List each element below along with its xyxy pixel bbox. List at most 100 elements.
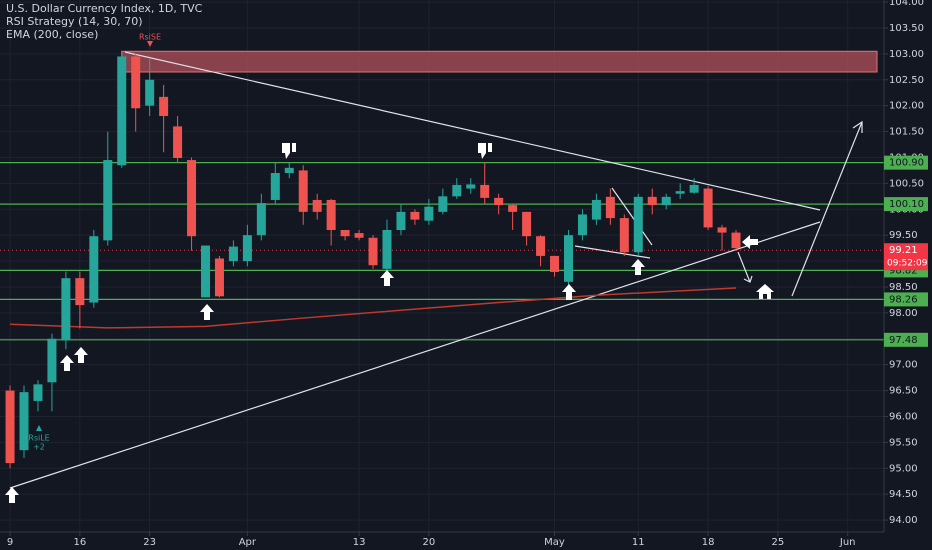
y-tick-label: 100.50 [889,178,924,189]
indicator-label: RSI Strategy (14, 30, 70) [6,15,143,28]
drawings [9,51,863,489]
candle-body [522,211,532,237]
candle-body [228,246,238,262]
candle-body [508,205,518,212]
y-tick-label: 97.00 [889,360,918,371]
trend-line [574,245,651,259]
arrow-head [743,275,753,283]
candle-body [717,227,727,233]
candle-body [117,56,127,166]
trend-line [124,51,821,211]
candle-body [256,203,266,236]
candle-body [19,392,29,451]
icons: RsiSE RsiLE +2 [5,33,774,503]
arrow-head [852,120,863,133]
indicator-label: EMA (200, close) [6,28,98,41]
y-tick-label: 94.00 [889,515,918,526]
candle-body [131,56,141,109]
level-badge-label: 100.90 [889,158,924,169]
projection-arrow [791,121,863,297]
candle-body [661,196,671,206]
level-badge [884,197,928,212]
level-badge [884,155,928,170]
candle-body [340,229,350,237]
last-price-label: 99.21 [889,245,918,256]
candle-body [675,191,685,194]
x-tick-label: 25 [772,537,785,548]
candle-body [89,236,99,303]
y-tick-label: 98.00 [889,308,918,319]
y-tick-label: 96.00 [889,411,918,422]
y-tick-label: 102.00 [889,101,924,112]
candle-body [703,188,713,228]
candle-body [396,211,406,230]
candle-body [536,236,546,256]
x-tick-label: 18 [702,537,715,548]
zone-layer [121,50,878,73]
candle-body [145,79,155,106]
candle-body [438,196,448,212]
y-tick-label: 102.50 [889,75,924,86]
candle-body [591,199,601,220]
candle-body [103,160,113,241]
candles-layer [5,53,741,469]
candle-body [159,96,169,117]
y-tick-label: 99.50 [889,230,918,241]
ema-line [10,287,737,329]
x-tick-label: May [544,537,565,548]
level-badge-label: 98.26 [889,294,918,305]
signal-label: +2 [33,443,45,452]
candle-body [61,278,71,341]
x-tick-label: 20 [423,537,436,548]
countdown-label: 09:52:09 [887,259,928,269]
candle-body [354,233,364,238]
candle-body [633,196,643,253]
x-tick-label: Jun [839,537,856,548]
y-tick-label: 104.00 [889,0,924,8]
x-tick-label: 9 [7,537,13,548]
level-badge-label: 98.82 [889,265,918,276]
signal-marker [147,41,153,47]
candle-body [452,184,462,197]
trend-line [611,187,653,246]
candle-body [563,235,573,282]
level-badge-label: 100.10 [889,199,924,210]
candle-body [731,232,741,249]
level-badge-label: 97.48 [889,335,918,346]
candle-body [619,218,629,253]
y-tick-label: 103.00 [889,49,924,60]
candle-body [75,278,85,306]
y-tick-label: 98.50 [889,282,918,293]
candle-body [214,258,224,297]
candle-body [201,245,211,298]
y-tick-label: 95.50 [889,437,918,448]
candle-body [368,237,378,266]
candle-body [647,196,657,206]
y-tick-label: 96.50 [889,386,918,397]
signal-label: RsiLE [28,434,49,443]
level-badge [884,292,928,307]
candle-body [494,197,504,206]
candle-body [466,184,476,189]
candle-body [382,229,392,269]
candle-body [242,235,252,262]
x-tick-label: 13 [353,537,366,548]
resistance-zone [121,50,878,73]
candle-body [577,214,587,236]
y-tick-label: 94.50 [889,489,918,500]
x-tick-label: Apr [239,537,257,548]
candle-body [5,390,15,464]
y-tick-label: 101.50 [889,127,924,138]
axes-layer: 94.0094.5095.0095.5096.0096.5097.0097.50… [7,0,928,548]
x-tick-label: 11 [632,537,645,548]
candle-body [689,184,699,193]
y-tick-label: 103.50 [889,23,924,34]
candle-body [187,160,197,237]
level-badge [884,332,928,347]
candle-body [173,126,183,158]
candle-body [298,170,308,212]
candle-body [480,184,490,198]
candle-body [550,255,560,272]
projection-arrow [737,251,751,283]
